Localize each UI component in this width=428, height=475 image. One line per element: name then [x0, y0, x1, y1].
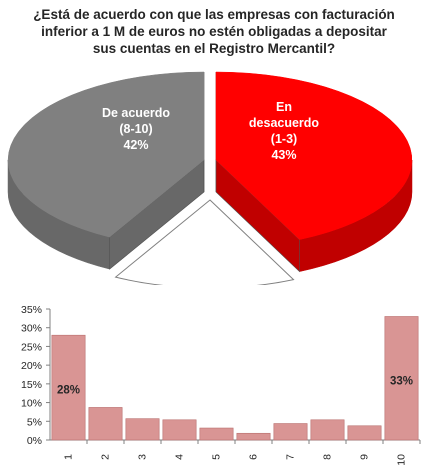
x-tick-label-7: 7: [284, 454, 296, 460]
pie-slice-agree: [7, 71, 205, 270]
pie-chart: De acuerdo (8-10) 42% En desacuerdo (1-3) 43%: [7, 71, 413, 285]
pie-label-agree-line-3: 42%: [123, 138, 148, 152]
bar-7: [273, 423, 308, 441]
pie-label-disagree-line-1: En: [276, 100, 292, 114]
pie-label-disagree-line-4: 43%: [271, 148, 296, 162]
pie-label-disagree-line-2: desacuerdo: [249, 116, 320, 130]
y-tick-label: 0%: [27, 435, 42, 447]
pie-label-agree-line-2: (8-10): [119, 122, 152, 136]
data-label-1: 28%: [57, 385, 80, 397]
x-tick-label-2: 2: [99, 454, 111, 460]
bar-8: [310, 419, 345, 441]
y-tick-label: 35%: [21, 304, 42, 316]
bar-5: [199, 427, 234, 441]
bar-10: [384, 316, 419, 441]
x-tick-label-4: 4: [173, 454, 185, 460]
pie-slice-disagree: [215, 71, 413, 273]
bar-2: [88, 407, 123, 441]
chart-title-line-2: inferior a 1 M de euros no estén obligad…: [41, 24, 387, 39]
x-tick-label-9: 9: [358, 454, 370, 460]
x-tick-label-5: 5: [210, 454, 222, 460]
x-tick-label-10: 10: [395, 454, 407, 466]
y-tick-label: 10%: [21, 398, 42, 410]
y-tick-label: 30%: [21, 323, 42, 335]
data-label-10: 33%: [390, 376, 413, 388]
pie-slice-other: [114, 199, 295, 285]
pie-label-agree-line-1: De acuerdo: [102, 106, 170, 120]
bar-9: [347, 425, 382, 441]
chart-title-line-1: ¿Está de acuerdo con que las empresas co…: [33, 7, 395, 22]
y-tick-label: 20%: [21, 360, 42, 372]
bar-chart: 0% 5% 10% 15% 20% 25% 30% 35% 1 28% 2 3 4 5 6 7 8 9 10 33%: [21, 304, 421, 466]
bar-3: [125, 418, 160, 441]
y-tick-label: 25%: [21, 341, 42, 353]
chart-title-line-3: sus cuentas en el Registro Mercantil?: [92, 41, 336, 56]
y-tick-label: 15%: [21, 379, 42, 391]
bar-6: [236, 432, 271, 441]
y-tick-label: 5%: [27, 416, 42, 428]
pie-label-disagree-line-3: (1-3): [271, 132, 297, 146]
bar-1: [51, 334, 86, 441]
bar-4: [162, 419, 197, 441]
x-tick-label-8: 8: [321, 454, 333, 460]
x-tick-label-1: 1: [62, 454, 74, 460]
x-tick-label-3: 3: [136, 454, 148, 460]
x-tick-label-6: 6: [247, 454, 259, 460]
